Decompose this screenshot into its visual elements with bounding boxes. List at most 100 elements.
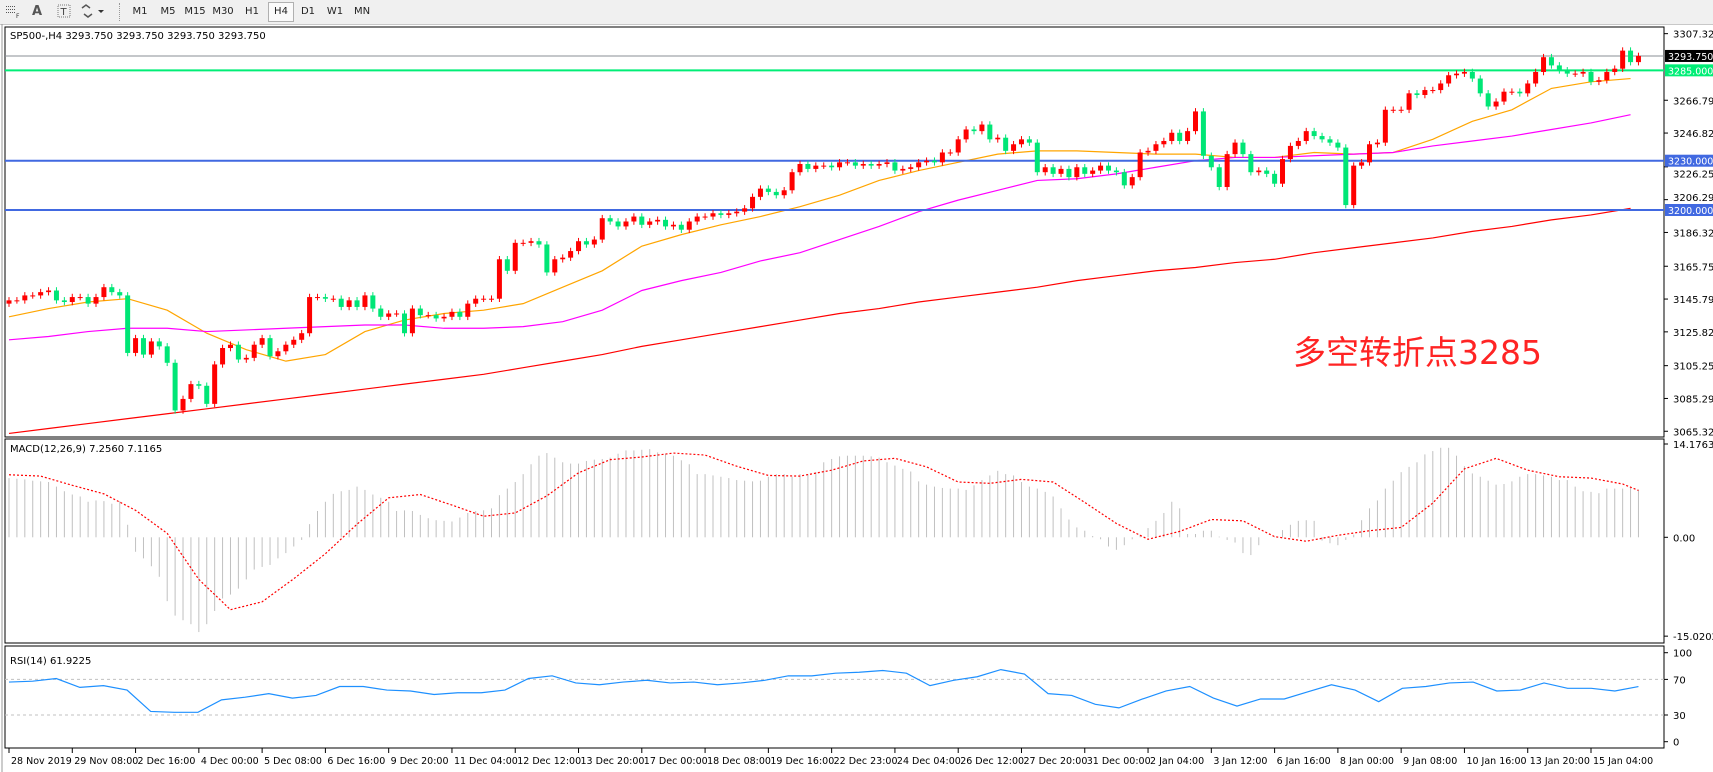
candle-body [694,216,700,222]
candle-body [1303,131,1309,141]
candle-body [939,152,945,163]
candle-body [639,216,645,225]
candle-body [583,241,589,245]
candle-body [425,315,431,317]
candle-body [1256,170,1262,173]
time-tick-label: 18 Dec 08:00 [707,756,771,767]
price-tick-label: 3246.825 [1673,129,1713,140]
time-tick-label: 22 Dec 23:00 [834,756,898,767]
timeframe-m5[interactable]: M5 [160,6,176,17]
candle-body [394,313,400,315]
price-tick-label: 3065.325 [1673,427,1713,438]
candle-body [1525,83,1531,94]
candle-body [1287,145,1293,160]
time-tick-label: 4 Dec 00:00 [201,756,259,767]
price-level-badge [1665,203,1713,216]
candle-body [1145,150,1151,153]
candle-body [1327,139,1333,143]
candle-body [860,163,866,166]
price-tick-label: 3145.790 [1673,295,1713,306]
candle-body [1272,173,1278,184]
price-tick-label: 3226.255 [1673,170,1713,181]
candle-body [61,300,67,302]
candle-body [647,221,653,225]
candle-body [449,311,455,317]
rsi-title: RSI(14) 61.9225 [10,656,92,667]
candle-body [148,341,154,355]
candle-body [821,165,827,167]
candle-body [844,162,850,164]
candle-body [568,251,574,258]
candle-body [1541,57,1547,72]
time-tick-label: 27 Dec 20:00 [1023,756,1087,767]
candle-body [1018,139,1024,145]
timeframe-mn[interactable]: MN [353,6,371,17]
candle-body [1390,109,1396,111]
shapes-icon [81,4,104,18]
candle-body [1319,136,1325,140]
price-level-label: 3285.000 [1668,66,1713,77]
text-label-icon[interactable]: T [54,3,74,21]
timeframe-m1[interactable]: M1 [132,6,148,17]
candle-body [884,162,890,164]
time-tick-label: 6 Jan 16:00 [1277,756,1331,767]
candle-body [346,300,352,307]
candle-body [417,308,423,316]
candle-body [1628,50,1634,63]
time-tick-label: 24 Dec 04:00 [897,756,961,767]
time-tick-label: 28 Nov 2019 [11,756,72,767]
svg-text:F: F [16,13,20,19]
candle-body [1367,144,1373,163]
time-tick-label: 17 Dec 00:00 [644,756,708,767]
candle-body [1058,168,1064,174]
candle-body [1335,142,1341,148]
timeframe-d1[interactable]: D1 [300,6,316,17]
candle-body [1438,83,1444,91]
candle-body [85,297,91,304]
rsi-line [8,668,1639,713]
candle-body [1454,73,1460,76]
time-tick-label: 12 Dec 12:00 [517,756,581,767]
candle-body [314,297,320,299]
macd-panel-border [4,438,1665,644]
candle-body [868,163,874,166]
candle-body [38,292,44,296]
text-tool-button[interactable]: A [31,4,43,19]
candle-body [1382,109,1388,143]
candle-body [599,218,605,240]
candle-body [1034,142,1040,173]
macd-signal-line [8,452,1639,611]
price-tick-label: 3105.255 [1673,362,1713,373]
candle-body [520,242,526,244]
candle-body [370,295,376,309]
rsi-tick-label: 100 [1673,649,1692,660]
price-level-label: 3293.750 [1668,52,1713,63]
candle-body [1588,71,1594,82]
candle-body [702,216,708,218]
timeframe-m15[interactable]: M15 [184,6,206,17]
candle-body [1177,132,1183,141]
timeframe-m30[interactable]: M30 [212,6,234,17]
moving-average-line-2 [8,114,1631,341]
candle-body [1248,154,1254,173]
time-tick-label: 15 Jan 04:00 [1593,756,1653,767]
candle-body [1003,137,1009,151]
shapes-dropdown[interactable] [80,3,106,21]
price-tick-label: 3165.755 [1673,262,1713,273]
candle-body [710,213,716,217]
candle-body [1295,140,1301,146]
candle-body [1050,167,1056,174]
timeframe-h4[interactable]: H4 [268,2,294,22]
candle-body [212,364,218,404]
candle-body [765,188,771,192]
candle-body [156,341,162,347]
candle-body [330,298,336,300]
grid-icon[interactable]: F [2,3,22,21]
candle-body [1264,170,1270,174]
candle-body [1011,144,1017,151]
timeframe-w1[interactable]: W1 [326,6,344,17]
candle-body [1066,168,1072,178]
timeframe-h1[interactable]: H1 [245,6,259,17]
candle-body [307,297,313,334]
